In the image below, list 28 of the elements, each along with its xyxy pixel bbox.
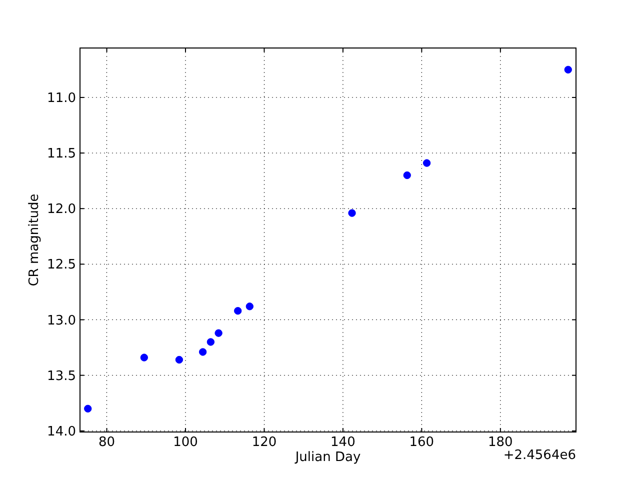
x-tick-label: 140 (330, 435, 356, 450)
x-tick-label: 80 (98, 435, 116, 450)
y-tick-label: 13.5 (47, 368, 76, 384)
y-axis-title: CR magnitude (27, 194, 42, 286)
y-tick-label: 13.0 (47, 313, 76, 328)
y-tick-label: 12.5 (47, 258, 76, 273)
point (206, 338, 215, 346)
point (422, 159, 431, 167)
point (84, 404, 92, 413)
y-tick-label: 11.0 (47, 91, 76, 106)
x-axis-title: Julian Day (294, 450, 361, 465)
point (564, 66, 572, 74)
x-tick-label: 120 (252, 435, 277, 450)
x-tick-label: 100 (173, 435, 198, 450)
point (403, 171, 411, 180)
point (140, 354, 148, 362)
text: +2.4564e6 (503, 448, 576, 463)
y-tick-label: 14.0 (47, 424, 76, 440)
point (198, 348, 207, 356)
point (175, 356, 184, 364)
point (214, 329, 222, 337)
x-tick-label: 180 (488, 435, 513, 450)
x-tick-label: 160 (409, 435, 434, 450)
y-tick-label: 12.0 (47, 202, 76, 218)
point (234, 307, 242, 315)
y-tick-label: 11.5 (47, 146, 76, 162)
point (246, 302, 254, 310)
point (348, 209, 356, 217)
